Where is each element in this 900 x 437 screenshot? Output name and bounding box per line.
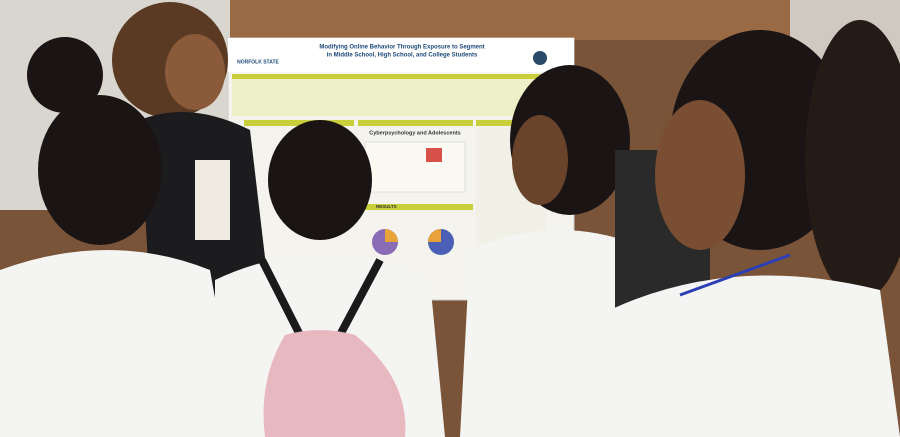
pie-slice	[385, 229, 398, 242]
section-band	[244, 120, 354, 126]
section-band	[476, 120, 546, 126]
pink-backpack	[263, 330, 406, 437]
backpack-straps	[258, 258, 384, 337]
results-band	[358, 204, 473, 210]
section-band	[358, 120, 473, 126]
face	[655, 100, 745, 250]
diagram-icon	[426, 148, 442, 162]
student-backpack	[215, 120, 445, 437]
abstract-band	[232, 74, 570, 79]
presenter	[112, 2, 270, 300]
white-shirt	[590, 275, 900, 437]
poster-logo-text: NORFOLK STATE	[237, 59, 279, 65]
abstract-block	[232, 74, 570, 116]
face	[512, 115, 568, 205]
pie-slice	[428, 229, 441, 242]
hair	[805, 20, 900, 300]
white-shirt	[0, 250, 240, 437]
section-heading: Cyberpsychology and Adolescents	[369, 130, 461, 136]
face	[165, 34, 225, 110]
lanyard	[679, 253, 791, 297]
hair-bun	[27, 37, 103, 113]
poster-logo-right	[533, 51, 547, 65]
student-right	[590, 20, 900, 437]
poster-subtitle: in Middle School, High School, and Colle…	[327, 53, 478, 59]
diagram	[364, 141, 466, 193]
results-heading: RESULTS	[376, 204, 397, 209]
wood-panel	[230, 0, 790, 40]
student-left	[0, 37, 240, 437]
hair	[268, 120, 372, 240]
blouse	[195, 160, 230, 240]
poster-title: Modifying Online Behavior Through Exposu…	[319, 45, 484, 51]
poster-header	[228, 38, 574, 72]
hair	[38, 95, 162, 245]
